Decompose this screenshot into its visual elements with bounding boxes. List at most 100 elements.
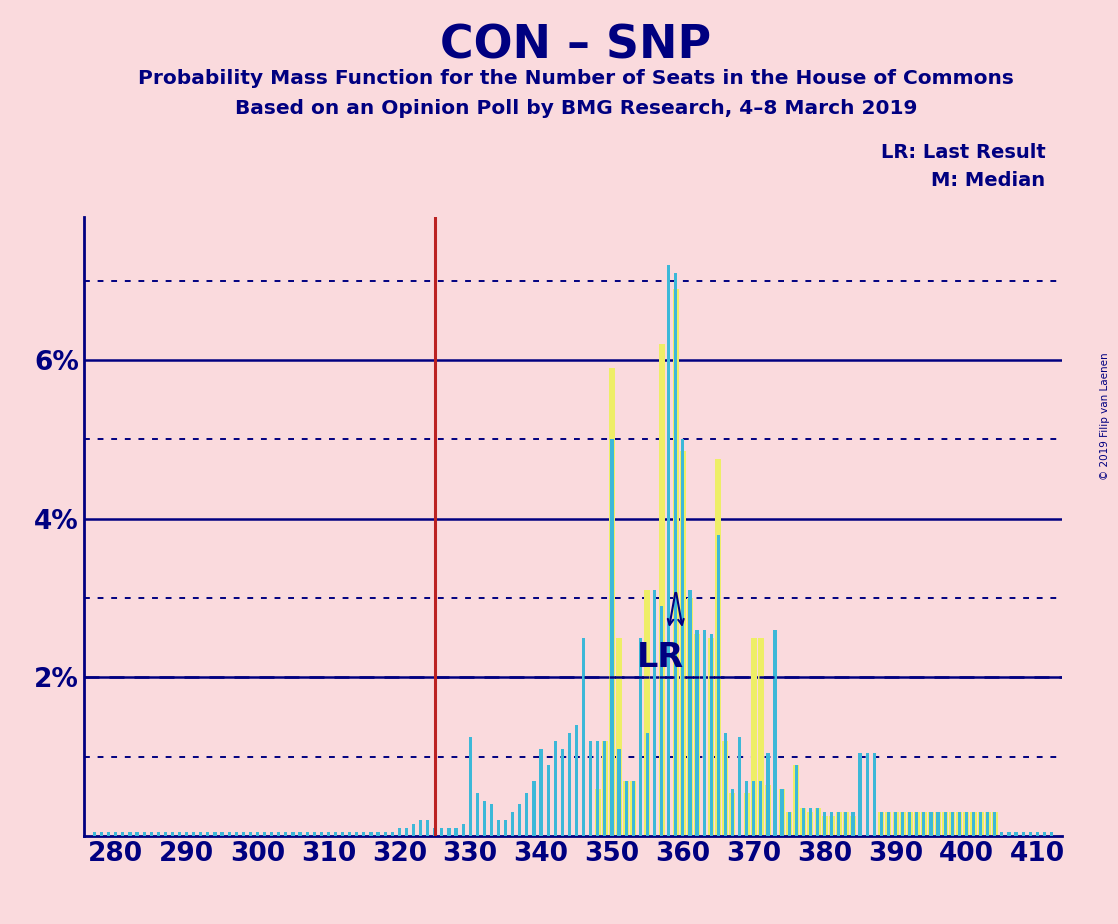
Bar bbox=[447, 828, 451, 836]
Bar bbox=[885, 812, 891, 836]
Bar bbox=[950, 812, 954, 836]
Bar bbox=[596, 741, 599, 836]
Bar bbox=[356, 833, 359, 836]
Bar bbox=[694, 634, 700, 836]
Bar bbox=[743, 793, 750, 836]
Bar bbox=[686, 598, 693, 836]
Bar bbox=[689, 590, 692, 836]
Bar bbox=[808, 808, 812, 836]
Bar bbox=[483, 800, 486, 836]
Bar bbox=[326, 833, 330, 836]
Bar bbox=[313, 833, 315, 836]
Bar bbox=[263, 833, 266, 836]
Bar bbox=[377, 833, 380, 836]
Bar bbox=[956, 812, 963, 836]
Bar bbox=[985, 812, 991, 836]
Bar bbox=[673, 288, 679, 836]
Bar bbox=[419, 821, 423, 836]
Bar bbox=[525, 793, 529, 836]
Bar bbox=[178, 833, 181, 836]
Bar bbox=[750, 638, 757, 836]
Bar bbox=[519, 805, 521, 836]
Text: LR: LR bbox=[637, 640, 684, 674]
Bar bbox=[942, 812, 948, 836]
Bar bbox=[277, 833, 281, 836]
Bar bbox=[972, 812, 975, 836]
Bar bbox=[625, 781, 627, 836]
Bar bbox=[970, 812, 976, 836]
Bar bbox=[150, 833, 153, 836]
Bar bbox=[836, 812, 842, 836]
Bar bbox=[135, 833, 139, 836]
Bar bbox=[850, 817, 856, 836]
Bar bbox=[411, 824, 415, 836]
Bar bbox=[468, 737, 472, 836]
Bar bbox=[729, 793, 736, 836]
Bar bbox=[929, 812, 932, 836]
Bar bbox=[192, 833, 196, 836]
Bar bbox=[908, 812, 911, 836]
Bar bbox=[949, 812, 955, 836]
Bar bbox=[992, 812, 997, 836]
Bar bbox=[892, 812, 899, 836]
Bar bbox=[207, 833, 209, 836]
Bar bbox=[659, 344, 664, 836]
Bar bbox=[780, 788, 784, 836]
Bar bbox=[644, 590, 651, 836]
Bar bbox=[958, 812, 960, 836]
Bar bbox=[362, 833, 366, 836]
Bar bbox=[717, 535, 720, 836]
Bar bbox=[235, 833, 238, 836]
Bar bbox=[887, 812, 890, 836]
Bar bbox=[1007, 833, 1011, 836]
Bar bbox=[759, 781, 762, 836]
Bar bbox=[979, 812, 983, 836]
Text: Based on an Opinion Poll by BMG Research, 4–8 March 2019: Based on an Opinion Poll by BMG Research… bbox=[235, 99, 917, 118]
Bar bbox=[228, 833, 230, 836]
Bar bbox=[913, 812, 920, 836]
Bar bbox=[568, 733, 571, 836]
Bar bbox=[575, 725, 578, 836]
Bar bbox=[341, 833, 344, 836]
Bar bbox=[823, 812, 826, 836]
Bar bbox=[553, 741, 557, 836]
Bar bbox=[256, 833, 259, 836]
Bar bbox=[807, 812, 814, 836]
Bar bbox=[475, 793, 479, 836]
Bar bbox=[774, 630, 777, 836]
Bar bbox=[601, 741, 608, 836]
Bar bbox=[667, 265, 671, 836]
Bar bbox=[284, 833, 287, 836]
Bar bbox=[1014, 833, 1017, 836]
Bar bbox=[511, 812, 514, 836]
Bar bbox=[114, 833, 117, 836]
Bar bbox=[320, 833, 323, 836]
Bar bbox=[121, 833, 124, 836]
Text: CON – SNP: CON – SNP bbox=[440, 23, 711, 68]
Bar bbox=[822, 817, 827, 836]
Bar bbox=[879, 812, 884, 836]
Bar bbox=[680, 451, 685, 836]
Bar bbox=[795, 765, 798, 836]
Bar bbox=[815, 808, 821, 836]
Bar bbox=[794, 765, 799, 836]
Bar bbox=[369, 833, 372, 836]
Bar bbox=[745, 781, 748, 836]
Bar bbox=[722, 741, 729, 836]
Bar bbox=[765, 784, 771, 836]
Bar bbox=[944, 812, 947, 836]
Bar bbox=[921, 812, 927, 836]
Bar bbox=[1043, 833, 1046, 836]
Bar bbox=[220, 833, 224, 836]
Bar bbox=[894, 812, 897, 836]
Bar bbox=[786, 812, 793, 836]
Bar bbox=[977, 812, 984, 836]
Bar bbox=[496, 821, 500, 836]
Bar bbox=[802, 808, 805, 836]
Bar bbox=[1001, 833, 1004, 836]
Bar bbox=[993, 812, 996, 836]
Bar bbox=[731, 788, 735, 836]
Bar bbox=[1029, 833, 1032, 836]
Bar bbox=[299, 833, 302, 836]
Bar bbox=[873, 753, 875, 836]
